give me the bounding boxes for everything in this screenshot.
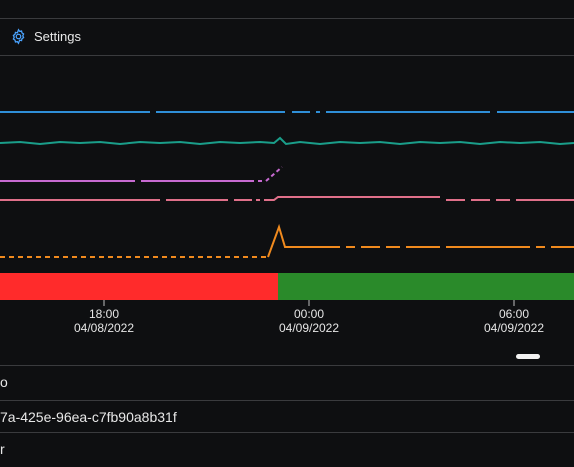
series-line-purple-tail xyxy=(265,166,283,182)
settings-button[interactable]: Settings xyxy=(10,28,81,45)
series-line-pink xyxy=(0,196,574,201)
details-divider-3 xyxy=(0,432,574,433)
gear-icon xyxy=(12,28,25,45)
state-bar-red xyxy=(0,273,279,300)
chart-scroll-handle[interactable] xyxy=(516,354,540,359)
chart-svg: 18:00 04/08/2022 00:00 04/09/2022 06:00 … xyxy=(0,111,574,335)
details-row-2-text: 7a-425e-96ea-c7fb90a8b31f xyxy=(0,409,177,425)
x-tick-date-2: 04/09/2022 xyxy=(279,321,339,335)
x-tick-time-2: 00:00 xyxy=(294,307,324,321)
details-divider-1 xyxy=(0,365,574,366)
x-tick-date-3: 04/09/2022 xyxy=(484,321,544,335)
timeline-chart[interactable]: 18:00 04/08/2022 00:00 04/09/2022 06:00 … xyxy=(0,56,574,366)
state-bar-green xyxy=(278,273,574,300)
x-tick-time-1: 18:00 xyxy=(89,307,119,321)
series-line-teal xyxy=(0,136,574,146)
toolbar-divider xyxy=(0,55,574,56)
top-border xyxy=(0,18,574,19)
details-row-1: o xyxy=(0,366,574,400)
series-line-orange xyxy=(267,223,574,258)
chart-toolbar: Settings xyxy=(0,19,574,55)
settings-label: Settings xyxy=(34,29,81,44)
x-tick-date-1: 04/08/2022 xyxy=(74,321,134,335)
details-row-3: r​ xyxy=(0,433,574,467)
details-row-2: 7a-425e-96ea-c7fb90a8b31f xyxy=(0,401,574,435)
x-tick-time-3: 06:00 xyxy=(499,307,529,321)
details-row-3-text: r​ xyxy=(0,441,5,457)
details-divider-2 xyxy=(0,400,574,401)
details-row-1-text: o xyxy=(0,374,8,390)
